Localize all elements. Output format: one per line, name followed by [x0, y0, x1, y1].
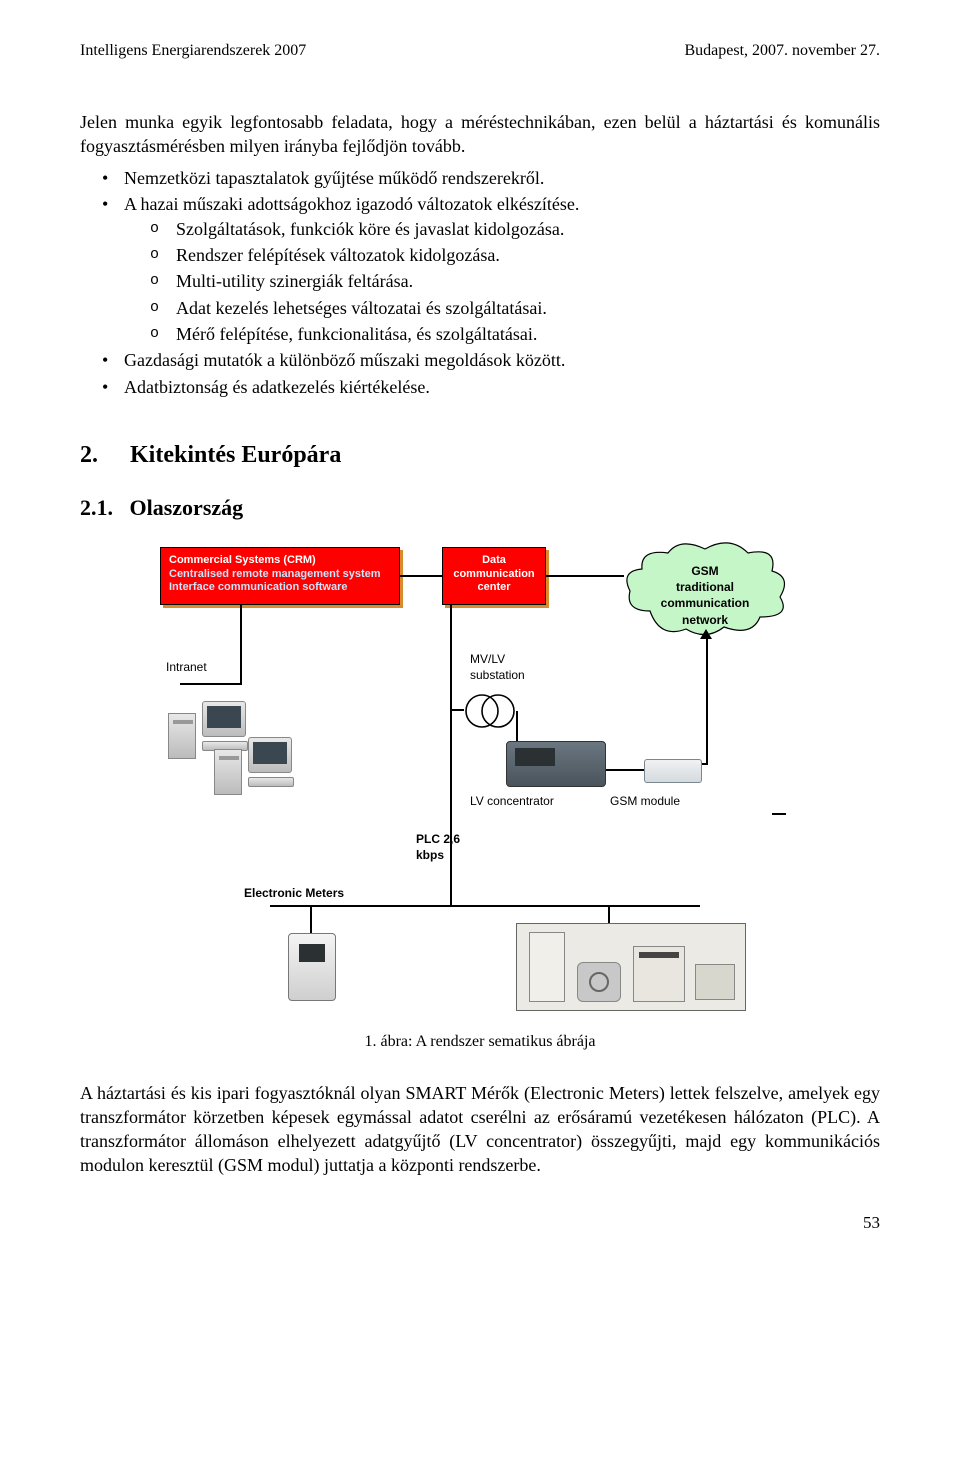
- page-header: Intelligens Energiarendszerek 2007 Budap…: [80, 40, 880, 62]
- intro-paragraph: Jelen munka egyik legfontosabb feladata,…: [80, 110, 880, 159]
- connector-dcc-transformer: [452, 709, 464, 711]
- electronic-meters-label: Electronic Meters: [244, 885, 344, 901]
- appliance-shelf: [516, 923, 746, 1011]
- gsm-module-label: GSM module: [610, 793, 680, 809]
- system-diagram: Commercial Systems (CRM)Centralised remo…: [160, 541, 800, 1021]
- arrowhead-to-cloud: [700, 629, 712, 639]
- figure-caption: 1. ábra: A rendszer sematikus ábrája: [80, 1031, 880, 1053]
- intranet-pc-2: [214, 727, 304, 805]
- bullet-item: Gazdasági mutatók a különböző műszaki me…: [102, 348, 880, 372]
- mvlv-label: MV/LV substation: [470, 651, 525, 683]
- bullet-item: Nemzetközi tapasztalatok gyűjtése működő…: [102, 166, 880, 190]
- appliance-dishwasher: [695, 964, 735, 1000]
- connector-crm-intranet: [240, 605, 242, 683]
- sub-bullet-item: Adat kezelés lehetséges változatai és sz…: [150, 296, 880, 320]
- connector-crm-intranet-h: [180, 683, 242, 685]
- connector-gsm-cloud-v: [706, 637, 708, 763]
- connector-crm-dcc: [400, 575, 442, 577]
- diagram-container: Commercial Systems (CRM)Centralised remo…: [160, 541, 800, 1021]
- transformer-icon: [462, 683, 518, 739]
- washer-drum-icon: [589, 972, 609, 992]
- dash-indicator: [772, 813, 786, 815]
- smart-meter: [288, 933, 336, 1001]
- gsm-cloud: GSMtraditionalcommunicationnetwork: [620, 541, 790, 641]
- drop-appliances: [608, 905, 610, 923]
- header-left: Intelligens Energiarendszerek 2007: [80, 40, 306, 62]
- crm-box: Commercial Systems (CRM)Centralised remo…: [160, 547, 400, 605]
- connector-conc-gsm: [606, 769, 644, 771]
- lv-concentrator: [506, 741, 606, 787]
- bullet-list: Nemzetközi tapasztalatok gyűjtése működő…: [80, 166, 880, 399]
- section-2-number: 2.: [80, 439, 124, 471]
- connector-dcc-cloud: [546, 575, 624, 577]
- appliance-fridge: [529, 932, 565, 1002]
- gsm-module: [644, 759, 702, 783]
- stove-top-icon: [639, 952, 679, 958]
- drop-meter: [310, 905, 312, 933]
- gsm-cloud-label: GSMtraditionalcommunicationnetwork: [620, 563, 790, 628]
- section-2-heading: 2. Kitekintés Európára: [80, 439, 880, 471]
- intranet-label: Intranet: [166, 659, 207, 675]
- header-right: Budapest, 2007. november 27.: [684, 40, 880, 62]
- section-2-1-number: 2.1.: [80, 493, 124, 523]
- body-paragraph: A háztartási és kis ipari fogyasztóknál …: [80, 1081, 880, 1178]
- sub-bullet-item: Rendszer felépítések változatok kidolgoz…: [150, 243, 880, 267]
- connector-gsm-cloud-h: [702, 763, 708, 765]
- sub-bullet-item: Szolgáltatások, funkciók köre és javasla…: [150, 217, 880, 241]
- connector-trans-conc: [516, 711, 518, 741]
- section-2-title: Kitekintés Európára: [130, 442, 341, 468]
- section-2-1-title: Olaszország: [130, 495, 244, 520]
- plc-bus: [270, 905, 700, 907]
- sub-bullet-item: Mérő felépítése, funkcionalitása, és szo…: [150, 322, 880, 346]
- plc-label: PLC 2,6 kbps: [416, 831, 460, 863]
- data-center-box: Datacommunicationcenter: [442, 547, 546, 605]
- sub-bullet-list: Szolgáltatások, funkciók köre és javasla…: [124, 217, 880, 346]
- lv-concentrator-label: LV concentrator: [470, 793, 554, 809]
- sub-bullet-item: Multi-utility szinergiák feltárása.: [150, 269, 880, 293]
- section-2-1-heading: 2.1. Olaszország: [80, 493, 880, 523]
- bullet-item: Adatbiztonság és adatkezelés kiértékelés…: [102, 375, 880, 399]
- page-number: 53: [80, 1212, 880, 1235]
- bullet-item: A hazai műszaki adottságokhoz igazodó vá…: [102, 192, 880, 346]
